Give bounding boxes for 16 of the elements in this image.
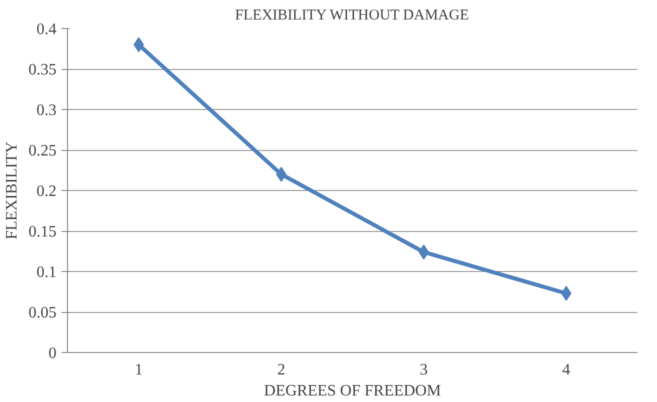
y-tick-label: 0.15 (28, 224, 56, 240)
y-tick-label: 0.1 (36, 264, 56, 281)
y-tick-label: 0 (48, 345, 56, 362)
y-tick-label: 0.05 (28, 304, 56, 322)
y-tick-label: 0.3 (36, 102, 56, 119)
x-tick-label: 3 (420, 362, 428, 378)
x-tick-label: 1 (134, 362, 143, 378)
y-tick-label: 0.4 (36, 21, 56, 38)
x-axis-title: DEGREES OF FREEDOM (264, 382, 441, 400)
y-tick-label: 0.35 (28, 62, 56, 78)
x-tick-label: 4 (562, 362, 570, 378)
chart-title: FLEXIBILITY WITHOUT DAMAGE (235, 8, 469, 24)
y-axis-title: FLEXIBILITY (4, 141, 20, 240)
x-tick-label: 2 (277, 362, 286, 378)
y-tick-label: 0.2 (36, 183, 56, 200)
y-tick-label: 0.25 (28, 142, 56, 160)
